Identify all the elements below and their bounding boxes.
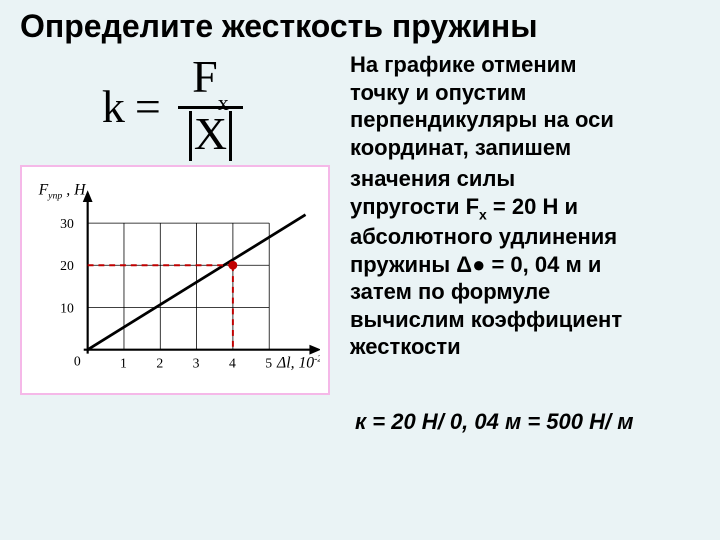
desc-l10: вычислим коэффициент — [350, 306, 700, 334]
svg-text:10: 10 — [60, 300, 74, 315]
desc-l4: координат, запишем — [350, 134, 700, 162]
svg-text:5: 5 — [265, 355, 272, 370]
desc-l11: жесткости — [350, 333, 700, 361]
description-lower: значения силы упругости Fx = 20 Н и абсо… — [350, 165, 700, 395]
lower-row: 0 1 2 3 4 5 10 20 30 Fупр , Н Δl, 10-2 значения си… — [20, 165, 700, 395]
desc-l2: точку и опустим — [350, 79, 700, 107]
svg-text:30: 30 — [60, 216, 74, 231]
result-line: к = 20 Н/ 0, 04 м = 500 Н/ м — [355, 409, 700, 435]
desc-l6sub: x — [479, 206, 487, 222]
chart-svg: 0 1 2 3 4 5 10 20 30 Fупр , Н Δl, 10-2 — [30, 175, 320, 385]
svg-text:1: 1 — [120, 355, 127, 370]
abs-bar-right — [229, 111, 232, 161]
formula: k = Fx X — [20, 51, 330, 161]
desc-l6b: = 20 Н и — [487, 194, 578, 219]
svg-text:2: 2 — [156, 355, 163, 370]
page-title: Определите жесткость пружины — [20, 8, 700, 45]
desc-l8: пружины Δ● = 0, 04 м и — [350, 251, 700, 279]
chart-container: 0 1 2 3 4 5 10 20 30 Fупр , Н Δl, 10-2 — [20, 165, 330, 395]
formula-denominator: X — [173, 109, 248, 159]
svg-text:Δl, 10-2: Δl, 10-2 — [276, 353, 320, 371]
svg-text:4: 4 — [229, 355, 236, 370]
desc-l9: затем по формуле — [350, 278, 700, 306]
desc-l6a: упругости F — [350, 194, 479, 219]
desc-l5: значения силы — [350, 165, 700, 193]
formula-numerator: Fx — [178, 53, 243, 109]
formula-eq: = — [135, 80, 161, 133]
svg-text:20: 20 — [60, 258, 74, 273]
desc-l3: перпендикуляры на оси — [350, 106, 700, 134]
formula-num-sub: x — [218, 90, 229, 115]
formula-fraction: Fx X — [173, 53, 248, 159]
abs-bar-left — [189, 111, 192, 161]
svg-text:3: 3 — [193, 355, 200, 370]
description-upper: На графике отменим точку и опустим перпе… — [350, 51, 700, 161]
formula-den-x: X — [194, 110, 227, 158]
formula-lhs: k — [102, 80, 125, 133]
svg-text:0: 0 — [74, 353, 81, 368]
formula-num-main: F — [192, 51, 218, 102]
desc-l7: абсолютного удлинения — [350, 223, 700, 251]
desc-l1: На графике отменим — [350, 51, 700, 79]
upper-row: k = Fx X На графике отменим точку и опус… — [20, 51, 700, 161]
desc-l6: упругости Fx = 20 Н и — [350, 193, 700, 224]
svg-text:Fупр , Н: Fупр , Н — [38, 182, 88, 202]
